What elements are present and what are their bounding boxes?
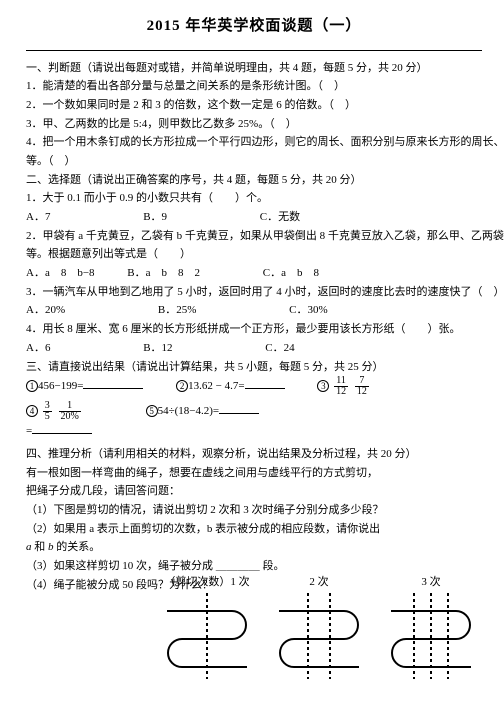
circle-2-icon: 2 <box>176 380 188 392</box>
blank <box>83 379 143 389</box>
sec4-head: 四、推理分析（请利用相关的材料，观察分析，说出结果及分析过程，共 20 分） <box>26 445 482 464</box>
frac-1-20pct: 120% <box>59 401 81 422</box>
s3-e2: 13.62 − 4.7= <box>188 380 244 392</box>
s3-line1: 1456−199= 213.62 − 4.7= 3 1112 712 <box>26 376 482 397</box>
figure-3: 3 次 <box>386 573 476 686</box>
s1-q4a: 4．把一个用木条钉成的长方形拉成一个平行四边形，则它的周长、面积分别与原来长方形… <box>26 133 482 152</box>
frac-7-12: 712 <box>355 376 369 397</box>
figure-1: （剪切次数）1 次 <box>162 573 252 686</box>
s3-e5: 54÷(18−4.2)= <box>158 405 220 417</box>
s4-q2b: a 和 b 的关系。 <box>26 538 482 557</box>
s2-q4: 4．用长 8 厘米、宽 6 厘米的长方形纸拼成一个正方形，最少要用该长方形纸（ … <box>26 320 482 339</box>
sec2-head: 二、选择题（请说出正确答案的序号，共 4 题，每题 5 分，共 20 分） <box>26 171 482 190</box>
s4-q2a: （2）如果用 a 表示上面剪切的次数，b 表示被分成的相应段数，请你说出 <box>26 520 482 539</box>
s2-q2a: 2．甲袋有 a 千克黄豆，乙袋有 b 千克黄豆，如果从甲袋倒出 8 千克黄豆放入… <box>26 227 482 246</box>
circle-1-icon: 1 <box>26 380 38 392</box>
rope-diagram-1-icon <box>162 593 252 679</box>
sec1-head: 一、判断题（请说出每题对或错，并简单说明理由，共 4 题，每题 5 分，共 20… <box>26 59 482 78</box>
s1-q4b: 等。（ ） <box>26 152 482 171</box>
s2-q3-a: A．20% <box>26 304 65 316</box>
s4-p1: 有一根如图一样弯曲的绳子，想要在虚线之间用与虚线平行的方式剪切， <box>26 464 482 483</box>
rope-diagram-2-icon <box>274 593 364 679</box>
s2-q3-opts: A．20% B．25% C．30% <box>26 301 482 320</box>
s2-q4-b: B．12 <box>143 342 172 354</box>
s2-q2-oc: C．a b 8 <box>263 267 319 279</box>
s2-q2b: 等。根据题意列出等式是（ ） <box>26 245 482 264</box>
circle-5-icon: 5 <box>146 405 158 417</box>
title-rule <box>26 50 482 51</box>
s2-q1-c: C．无数 <box>260 211 300 223</box>
frac-11-12: 1112 <box>334 376 348 397</box>
s2-q3-b: B．25% <box>158 304 197 316</box>
page-title: 2015 年华英学校面谈题（一） <box>26 14 482 40</box>
s2-q1-a: A．7 <box>26 211 50 223</box>
s3-answerline: = <box>26 422 482 441</box>
s2-q2-opts: A．a 8 b−8 B．a b 8 2 C．a b 8 <box>26 264 482 283</box>
s2-q3: 3．一辆汽车从甲地到乙地用了 5 小时，返回时用了 4 小时，返回时的速度比去时… <box>26 283 482 302</box>
s4-p2: 把绳子分成几段，请回答问题： <box>26 482 482 501</box>
circle-4-icon: 4 <box>26 405 38 417</box>
sec3-head: 三、请直接说出结果（请说出计算结果，共 5 小题，每题 5 分，共 25 分） <box>26 358 482 377</box>
s2-q2-ob: B．a b 8 2 <box>127 267 200 279</box>
blank <box>32 424 92 434</box>
s4-q1: （1）下图是剪切的情况，请说出剪切 2 次和 3 次时绳子分别分成多少段？ <box>26 501 482 520</box>
s1-q3: 3．甲、乙两数的比是 5:4，则甲数比乙数多 25%。（ ） <box>26 115 482 134</box>
blank <box>219 404 259 414</box>
frac-3-5: 35 <box>43 401 52 422</box>
s3-line2: 4 35 120% 554÷(18−4.2)= <box>26 401 482 422</box>
s2-q1: 1．大于 0.1 而小于 0.9 的小数只共有（ ）个。 <box>26 189 482 208</box>
figures: （剪切次数）1 次 2 次 3 次 <box>162 573 476 686</box>
blank <box>245 379 285 389</box>
s2-q1-opts: A．7 B．9 C．无数 <box>26 208 482 227</box>
s1-q1: 1．能清楚的看出各部分量与总量之间关系的是条形统计图。（ ） <box>26 77 482 96</box>
s2-q4-a: A．6 <box>26 342 50 354</box>
s2-q4-c: C．24 <box>265 342 294 354</box>
s2-q4-opts: A．6 B．12 C．24 <box>26 339 482 358</box>
s2-q1-b: B．9 <box>143 211 167 223</box>
figure-2-label: 2 次 <box>274 573 364 592</box>
figure-2: 2 次 <box>274 573 364 686</box>
s1-q2: 2．一个数如果同时是 2 和 3 的倍数，这个数一定是 6 的倍数。（ ） <box>26 96 482 115</box>
s2-q3-c: C．30% <box>289 304 328 316</box>
s3-e1: 456−199= <box>38 380 83 392</box>
circle-3-icon: 3 <box>317 380 329 392</box>
figure-3-label: 3 次 <box>386 573 476 592</box>
s2-q2-oa: A．a 8 b−8 <box>26 267 95 279</box>
figure-1-label: （剪切次数）1 次 <box>162 573 252 592</box>
rope-diagram-3-icon <box>386 593 476 679</box>
